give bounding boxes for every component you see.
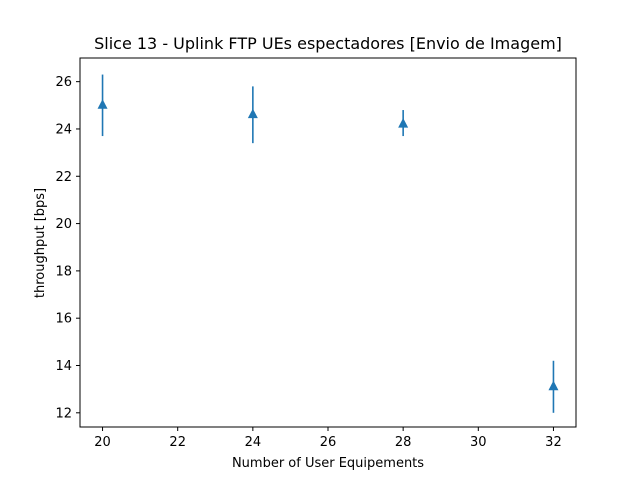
x-tick-label: 28 — [395, 435, 412, 450]
y-axis-label: throughput [bps] — [33, 188, 48, 298]
y-tick-label: 18 — [55, 264, 72, 279]
x-tick-label: 24 — [245, 435, 262, 450]
plot-area — [97, 74, 559, 413]
data-point-marker — [247, 108, 258, 119]
x-axis-label: Number of User Equipements — [232, 456, 424, 471]
y-axis: 12 14 16 18 20 22 24 26 — [55, 75, 80, 421]
x-tick-label: 20 — [94, 435, 111, 450]
chart-title: Slice 13 - Uplink FTP UEs espectadores [… — [94, 34, 562, 53]
x-tick-label: 26 — [320, 435, 337, 450]
data-point-marker — [548, 380, 559, 391]
y-tick-label: 26 — [55, 75, 72, 90]
y-tick-label: 22 — [55, 170, 72, 185]
data-point-marker — [97, 99, 108, 109]
plot-frame — [79, 57, 577, 428]
y-tick-label: 24 — [55, 122, 72, 137]
x-tick-label: 22 — [169, 435, 186, 450]
data-point-marker — [398, 118, 409, 128]
x-tick-label: 30 — [470, 435, 487, 450]
y-tick-label: 14 — [55, 359, 72, 374]
x-tick-label: 32 — [545, 435, 562, 450]
y-tick-label: 20 — [55, 217, 72, 232]
y-tick-label: 16 — [55, 312, 72, 327]
y-tick-label: 12 — [55, 406, 72, 421]
x-axis: 20 22 24 26 28 30 32 — [94, 427, 562, 450]
